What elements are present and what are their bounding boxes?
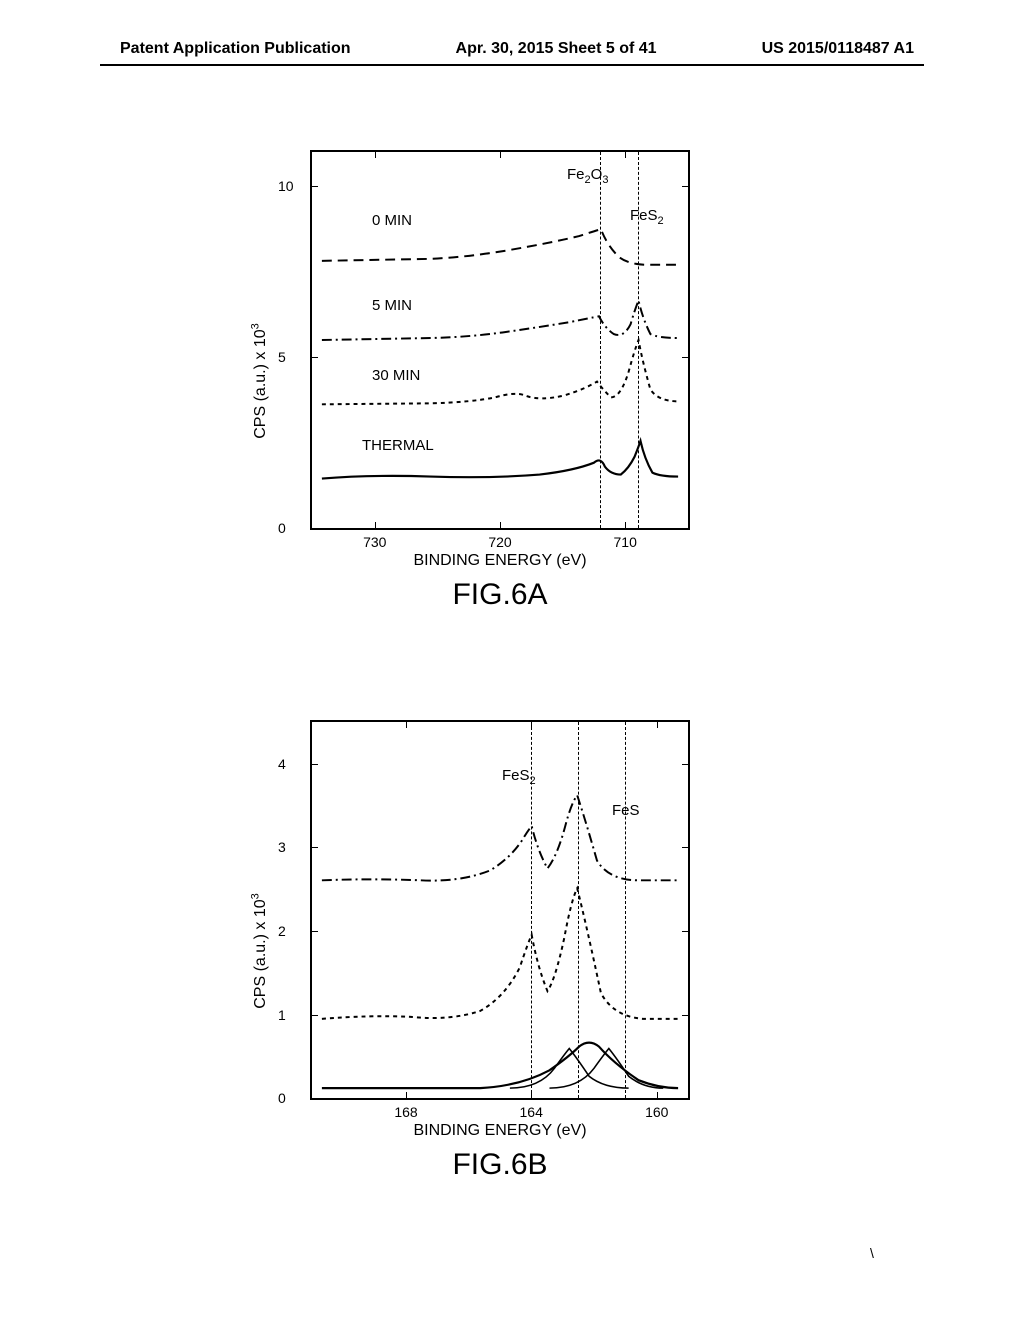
x-tick: 164 xyxy=(520,1104,543,1120)
plot-box-a: 10 5 0 730 720 710 0 MIN 5 MIN 30 MIN TH… xyxy=(310,150,690,530)
figure-caption-b: FIG.6B xyxy=(310,1148,690,1182)
y-tick: 3 xyxy=(278,839,286,855)
y-tick: 1 xyxy=(278,1007,286,1023)
x-tick: 168 xyxy=(394,1104,417,1120)
stray-mark: \ xyxy=(870,1245,874,1261)
y-tick: 10 xyxy=(278,178,294,194)
header-left: Patent Application Publication xyxy=(120,40,351,58)
figure-6b: CPS (a.u.) x 103 4 3 2 1 0 168 164 160 F… xyxy=(250,720,690,1182)
x-tick: 720 xyxy=(488,534,511,550)
page-header: Patent Application Publication Apr. 30, … xyxy=(0,40,1024,58)
x-tick: 730 xyxy=(363,534,386,550)
x-tick: 160 xyxy=(645,1104,668,1120)
figure-6a: CPS (a.u.) x 103 10 5 0 730 720 710 0 MI… xyxy=(250,150,690,612)
y-tick: 5 xyxy=(278,349,286,365)
header-rule xyxy=(100,64,924,66)
tick-mark xyxy=(312,1098,318,1099)
header-center: Apr. 30, 2015 Sheet 5 of 41 xyxy=(456,40,657,58)
y-tick: 0 xyxy=(278,1090,286,1106)
y-axis-label-a: CPS (a.u.) x 103 xyxy=(250,323,270,439)
x-axis-label-a: BINDING ENERGY (eV) xyxy=(310,552,690,570)
y-axis-label-b: CPS (a.u.) x 103 xyxy=(250,893,270,1009)
x-tick: 710 xyxy=(614,534,637,550)
y-tick: 0 xyxy=(278,520,286,536)
figure-caption-a: FIG.6A xyxy=(310,578,690,612)
header-right: US 2015/0118487 A1 xyxy=(762,40,914,58)
tick-mark xyxy=(312,528,318,529)
x-axis-label-b: BINDING ENERGY (eV) xyxy=(310,1122,690,1140)
plot-box-b: 4 3 2 1 0 168 164 160 FeS2 FeS xyxy=(310,720,690,1100)
xps-curves-b xyxy=(312,722,688,1098)
y-tick: 4 xyxy=(278,756,286,772)
y-tick: 2 xyxy=(278,923,286,939)
xps-curves-a xyxy=(312,152,688,528)
